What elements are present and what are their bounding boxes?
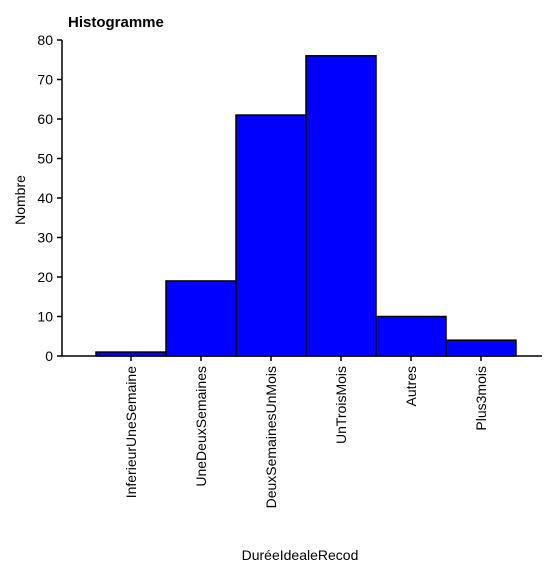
- x-axis-label: DuréeIdealeRecod: [242, 547, 359, 562]
- bar-UnTroisMois: [305, 55, 377, 357]
- y-tick-label: 80: [37, 32, 53, 48]
- y-tick-label: 0: [45, 348, 53, 364]
- x-category-label: UneDeuxSemaines: [193, 366, 209, 487]
- bars-group: [95, 55, 517, 357]
- bar-Autres: [375, 315, 447, 357]
- x-categories-group: InferieurUneSemaine UneDeuxSemaines DeuxSe…: [123, 356, 489, 508]
- x-category-label: UnTroisMois: [333, 366, 349, 444]
- chart-title: Histogramme: [68, 14, 164, 31]
- bar-Plus3mois: [445, 339, 517, 357]
- y-ticks-group: 0 10 20 30 40 50 60 70 80: [37, 32, 62, 364]
- y-tick-label: 10: [37, 309, 53, 325]
- x-category-label: Autres: [403, 366, 419, 406]
- bar-UneDeuxSemaines: [165, 280, 237, 357]
- x-category-label: Plus3mois: [473, 366, 489, 431]
- x-category-label: DeuxSemainesUnMois: [263, 366, 279, 508]
- y-tick-label: 60: [37, 111, 53, 127]
- y-tick-label: 50: [37, 151, 53, 167]
- x-category-label: InferieurUneSemaine: [123, 366, 139, 499]
- y-tick-label: 30: [37, 230, 53, 246]
- y-tick-label: 40: [37, 190, 53, 206]
- y-axis-label: Nombre: [12, 175, 28, 225]
- y-tick-label: 20: [37, 269, 53, 285]
- bar-DeuxSemainesUnMois: [235, 114, 307, 357]
- y-tick-label: 70: [37, 72, 53, 88]
